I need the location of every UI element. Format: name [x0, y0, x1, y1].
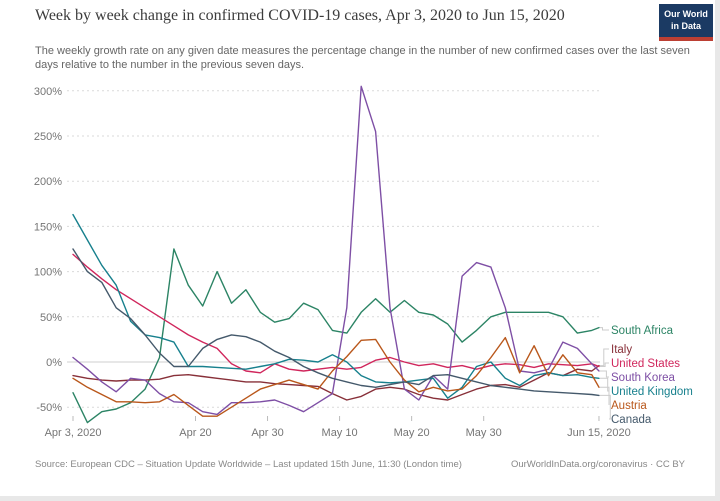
series-line-united-kingdom [72, 213, 600, 399]
x-axis-label: Apr 30 [251, 427, 283, 439]
owid-footer-link[interactable]: OurWorldInData.org/coronavirus · CC BY [510, 459, 685, 470]
y-axis-label: 100% [34, 267, 62, 279]
series-line-south-africa [72, 248, 600, 424]
source-note: Source: European CDC – Situation Update … [35, 459, 462, 470]
x-axis-label: Jun 15, 2020 [567, 427, 631, 439]
series-line-italy [72, 364, 600, 401]
x-axis-label: May 10 [322, 427, 358, 439]
y-axis-label: 0% [46, 357, 62, 369]
legend-connector-united-states [600, 362, 609, 367]
series-line-austria [72, 336, 600, 417]
legend-connector-canada [600, 394, 611, 420]
legend-label-austria[interactable]: Austria [611, 400, 647, 412]
legend-connector-united-kingdom [600, 377, 609, 392]
series-line-canada [72, 248, 600, 397]
y-axis-label: 150% [34, 221, 62, 233]
owid-logo-line1: Our World [664, 9, 708, 19]
chart-subtitle: The weekly growth rate on any given date… [35, 45, 690, 72]
owid-logo-line2: in Data [670, 20, 701, 31]
series-line-united-states [72, 253, 600, 374]
legend-connector-italy [600, 348, 609, 367]
legend-connector-south-africa [600, 327, 609, 331]
x-axis-label: Apr 3, 2020 [45, 427, 102, 439]
x-axis-label: Apr 20 [179, 427, 211, 439]
legend-connector-south-korea [600, 370, 609, 378]
owid-logo[interactable]: Our World in Data [659, 4, 713, 41]
legend-label-canada[interactable]: Canada [611, 414, 652, 426]
y-axis-label: 250% [34, 131, 62, 143]
y-axis-label: 300% [34, 86, 62, 98]
x-axis-label: May 20 [394, 427, 430, 439]
page-title: Week by week change in confirmed COVID-1… [35, 7, 565, 24]
series-line-south-korea [72, 85, 600, 416]
y-axis-label: 50% [40, 312, 62, 324]
y-axis-label: -50% [36, 402, 62, 414]
legend-label-united-kingdom[interactable]: United Kingdom [611, 386, 693, 398]
legend-label-south-korea[interactable]: South Korea [611, 372, 676, 384]
legend-label-south-africa[interactable]: South Africa [611, 325, 674, 337]
y-axis-label: 200% [34, 176, 62, 188]
legend-label-united-states[interactable]: United States [611, 358, 680, 370]
x-axis-label: May 30 [466, 427, 502, 439]
legend-label-italy[interactable]: Italy [611, 344, 632, 356]
legend-connector-austria [600, 386, 610, 405]
